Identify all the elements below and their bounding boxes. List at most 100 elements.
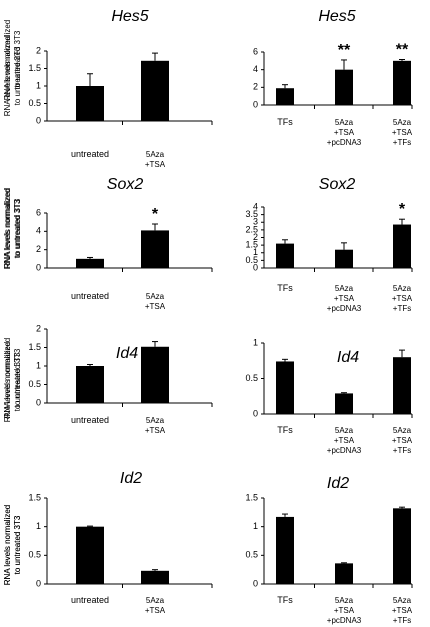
category-label-line: 5Aza (335, 284, 354, 293)
category-label-line: +TSA (392, 436, 413, 445)
category-label-line: +TSA (334, 606, 355, 615)
bar (276, 88, 294, 105)
y-tick-label: 2.5 (245, 224, 258, 234)
category-label-line: 5Aza (335, 118, 354, 127)
category-label: 5Aza +TSA +pcDNA3 (327, 118, 362, 147)
bar (76, 366, 104, 403)
category-label: 5Aza +TSA (145, 292, 166, 311)
y-axis-label-line: to untreated 3T3 (13, 352, 22, 411)
category-label-line: +TFs (393, 304, 411, 313)
bar (76, 86, 104, 121)
category-label: TFs (277, 595, 293, 605)
bar (141, 346, 169, 403)
category-label-line: untreated (71, 291, 109, 301)
y-tick-label: 0 (36, 262, 41, 272)
y-tick-label: 1 (253, 521, 258, 531)
bar (335, 249, 353, 268)
category-label: 5Aza +TSA +pcDNA3 (327, 426, 362, 455)
y-tick-label: 0.5 (28, 98, 41, 108)
category-label: 5Aza +TSA (145, 416, 166, 435)
bar (335, 393, 353, 414)
y-axis-label-line: RNA levels normalized (3, 188, 12, 268)
y-axis-label: RNA levels normalizedto untreated 3T3 (3, 338, 22, 418)
category-label: 5Aza +TSA (145, 150, 166, 169)
chart-panel-8: Id2 RNA levels normalizedto untreated 3T3… (3, 475, 413, 625)
category-label-line: untreated (71, 595, 109, 605)
category-label: 5Aza +TSA +pcDNA3 (327, 596, 362, 625)
chart-panel-1: Hes5 RNA levels normalizedto untreated 3T… (3, 8, 213, 169)
category-label: 5Aza +TSA +pcDNA3 (327, 284, 362, 313)
y-tick-label: 6 (253, 46, 258, 56)
significance-label: * (152, 206, 159, 223)
bar (276, 361, 294, 414)
y-tick-label: 1 (36, 360, 41, 370)
category-label: 5Aza +TSA +TFs (392, 118, 413, 147)
chart-panel-5: Id4 RNA levels normalizedto untreated 3T3… (3, 323, 213, 435)
category-label-line: TFs (277, 425, 293, 435)
y-tick-label: 0 (253, 99, 258, 109)
y-axis-label-line: to untreated 3T3 (13, 515, 22, 574)
category-label-line: +TSA (334, 128, 355, 137)
y-axis-label-line: RNA levels normalized (3, 189, 12, 269)
category-label: untreated (71, 149, 109, 159)
chart-panel-7: Id2 RNA levels normalizedto untreated 3T3… (3, 470, 213, 615)
y-tick-label: 2 (36, 45, 41, 55)
bar (393, 357, 411, 414)
y-tick-label: 4 (253, 64, 258, 74)
bar (276, 243, 294, 268)
category-label: untreated (71, 595, 109, 605)
y-tick-label: 0 (36, 115, 41, 125)
chart-title: Hes5 (318, 8, 355, 25)
y-axis-label-line: RNA levels normalized (3, 20, 12, 100)
category-label: TFs (277, 117, 293, 127)
y-tick-label: 0 (36, 397, 41, 407)
y-axis-label-line: RNA levels normalized (3, 505, 12, 585)
y-tick-label: 0 (36, 578, 41, 588)
category-label-line: 5Aza (393, 426, 412, 435)
chart-title: Id4 (116, 345, 138, 362)
y-tick-label: 1 (36, 521, 41, 531)
y-axis-label-line: to untreated 3T3 (13, 46, 22, 105)
category-label: 5Aza +TSA (145, 596, 166, 615)
category-label-line: TFs (277, 595, 293, 605)
y-tick-label: 2 (253, 82, 258, 92)
y-tick-label: 0.5 (245, 255, 258, 265)
y-tick-label: 0 (253, 262, 258, 272)
category-label-line: +TFs (393, 616, 411, 625)
y-axis-label-line: RNA levels normalized (3, 342, 12, 422)
category-label-line: 5Aza (146, 416, 165, 425)
y-tick-label: 0.5 (245, 550, 258, 560)
y-axis-label-line: to untreated 3T3 (13, 348, 22, 407)
y-tick-label: 3 (253, 217, 258, 227)
chart-panel-6: Id4 RNA levels normalizedto untreated 3T3… (3, 337, 413, 455)
y-tick-label: 0 (253, 408, 258, 418)
category-label-line: +TSA (145, 426, 166, 435)
bar (393, 224, 411, 268)
category-label-line: 5Aza (146, 596, 165, 605)
y-axis-label-line: to untreated 3T3 (13, 199, 22, 258)
category-label: 5Aza +TSA +TFs (392, 284, 413, 313)
y-tick-label: 1.5 (28, 63, 41, 73)
bar (393, 60, 411, 105)
bar (335, 563, 353, 584)
y-tick-label: 0.5 (28, 550, 41, 560)
bar (141, 60, 169, 121)
category-label-line: +TSA (145, 302, 166, 311)
category-label-line: untreated (71, 149, 109, 159)
y-tick-label: 2 (36, 244, 41, 254)
category-label-line: +TSA (392, 128, 413, 137)
bar (76, 258, 104, 268)
y-tick-label: 1 (253, 337, 258, 347)
category-label: untreated (71, 415, 109, 425)
y-axis-label: RNA levels normalizedto untreated 3T3 (3, 189, 22, 269)
y-tick-label: 1.5 (245, 240, 258, 250)
y-tick-label: 2 (36, 323, 41, 333)
category-label: TFs (277, 283, 293, 293)
y-tick-label: 1.5 (28, 492, 41, 502)
y-axis-label-line: RNA levels normalized (3, 338, 12, 418)
category-label-line: 5Aza (335, 426, 354, 435)
chart-title: Sox2 (319, 176, 356, 193)
category-label-line: 5Aza (393, 596, 412, 605)
category-label-line: untreated (71, 415, 109, 425)
y-axis-label: RNA levels normalizedto untreated 3T3 (3, 505, 22, 585)
